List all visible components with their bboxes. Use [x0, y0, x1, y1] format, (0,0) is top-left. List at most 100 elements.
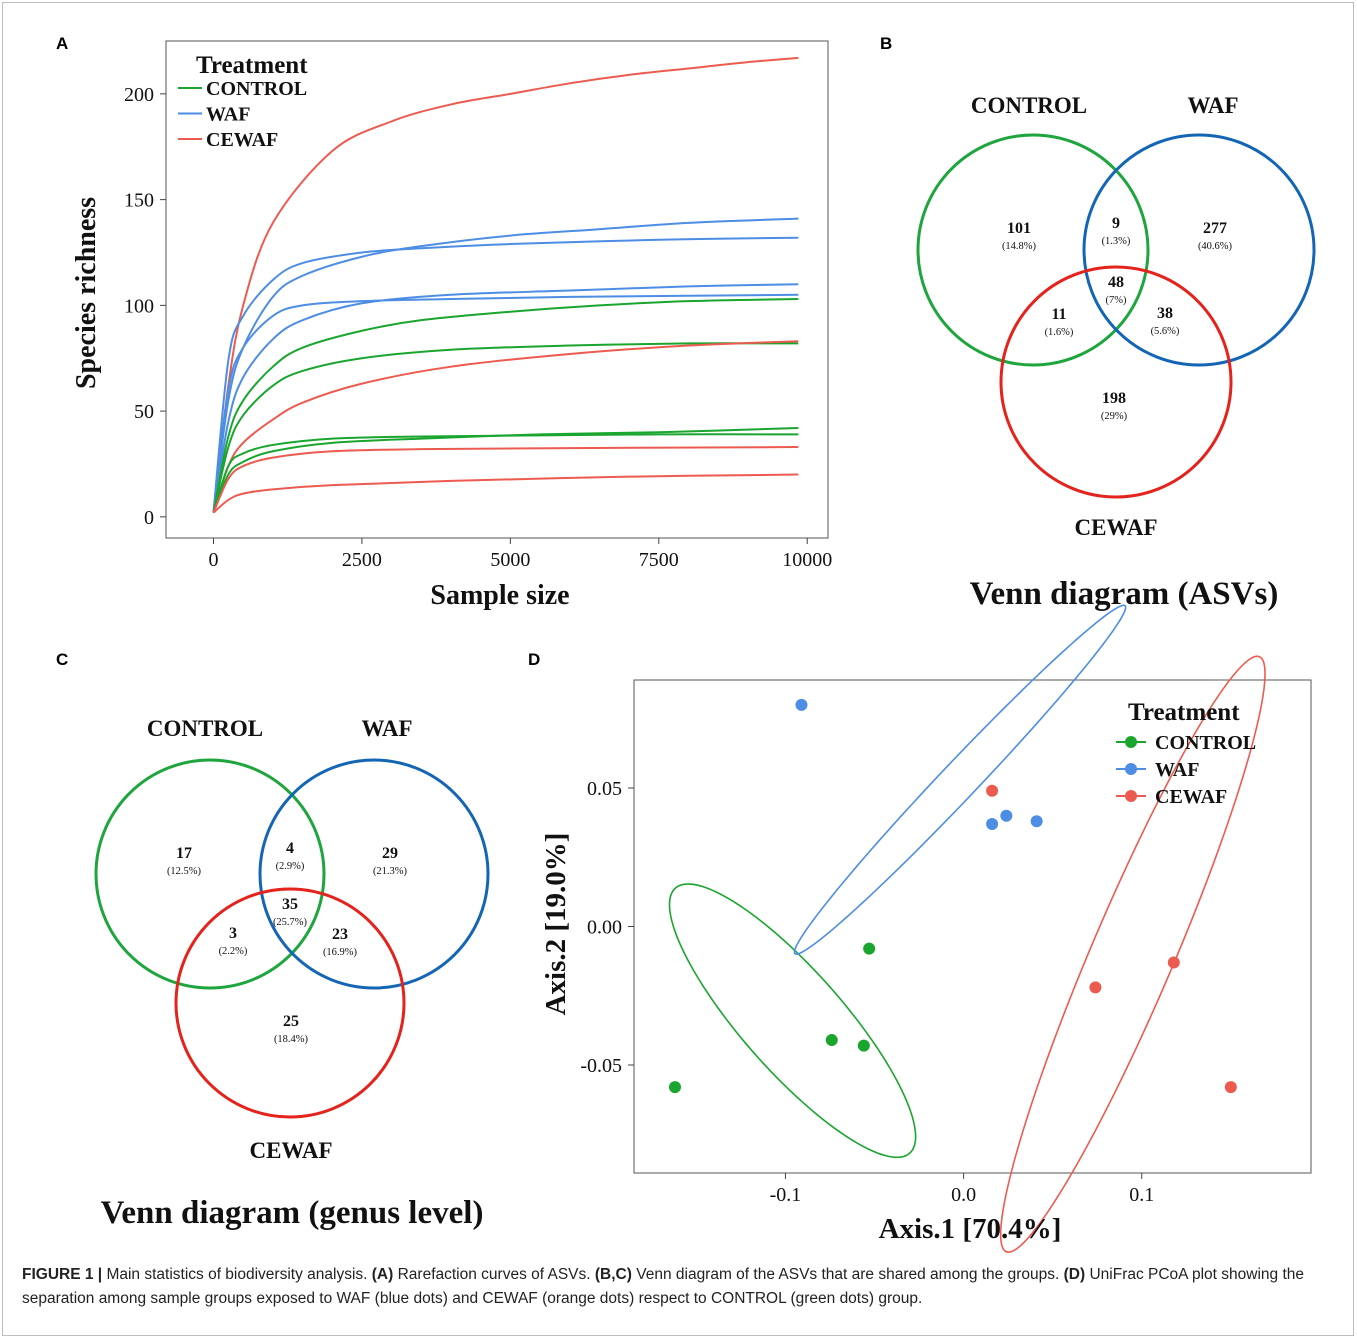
legend-label-waf: WAF [206, 104, 250, 126]
panel-letter-a: A [56, 34, 68, 53]
caption-text-1: Main statistics of biodiversity analysis… [106, 1266, 372, 1283]
pcoa-point-cewaf [1224, 1081, 1237, 1094]
rarefaction-legend-title: Treatment [196, 52, 308, 79]
rarefaction-curve-cewaf [212, 473, 799, 514]
venn-asvs-circle-cewaf [999, 265, 1233, 499]
pcoa-x-tick-label: -0.1 [770, 1184, 802, 1206]
pcoa-point-control [668, 1081, 681, 1094]
pcoa-point-cewaf [1089, 981, 1102, 994]
venn-asvs-count-waf-only: 277 [1203, 220, 1227, 237]
rarefaction-curve-control [212, 298, 799, 513]
legend-label-cewaf: CEWAF [206, 129, 278, 151]
rarefaction-curve-cewaf [212, 56, 799, 513]
rarefaction-chart: 0 2500 5000 7500 10000 0 50 100 150 200 Sample s… [71, 40, 832, 611]
pcoa-ellipse-control [668, 883, 917, 1159]
venn-asvs-pct-cewaf-only: (29%) [1101, 411, 1128, 422]
pcoa-points [668, 698, 1237, 1094]
pcoa-legend-label-cewaf: CEWAF [1155, 786, 1227, 808]
pcoa-legend-title: Treatment [1128, 699, 1240, 726]
caption-ref-bc: (B,C) [594, 1266, 632, 1283]
rarefaction-curve-control [212, 342, 799, 513]
venn-asvs-pct-waf-only: (40.6%) [1198, 241, 1233, 252]
venn-genus-label-cewaf: CEWAF [249, 1138, 332, 1163]
rarefaction-curves [212, 56, 799, 514]
caption-ref-a: (A) [371, 1266, 394, 1283]
pcoa-x-tick-label: 0.0 [951, 1184, 976, 1206]
venn-asvs-label-cewaf: CEWAF [1074, 515, 1157, 540]
rarefaction-plot-area [165, 40, 829, 539]
rarefaction-x-tick-label: 2500 [342, 549, 382, 571]
rarefaction-legend: Treatment CONTROL WAF CEWAF [178, 52, 308, 151]
pcoa-x-ticks: -0.1 0.0 0.1 [770, 1173, 1154, 1206]
venn-genus-circle-control [94, 758, 326, 990]
venn-genus-count-control-only: 17 [176, 845, 192, 862]
panel-letter-c: C [56, 650, 68, 669]
venn-asvs-label-control: CONTROL [971, 93, 1087, 118]
venn-genus-pct-waf-only: (21.3%) [373, 866, 408, 877]
venn-asvs-circle-control [916, 133, 1150, 367]
rarefaction-x-tick-label: 7500 [639, 549, 679, 571]
pcoa-legend: Treatment CONTROL WAF CEWAF [1116, 699, 1256, 808]
venn-genus-count-control-waf: 4 [286, 840, 294, 857]
pcoa-x-tick-label: 0.1 [1129, 1184, 1154, 1206]
pcoa-point-waf [795, 698, 808, 711]
rarefaction-y-tick-label: 100 [124, 295, 154, 317]
venn-asvs-label-waf: WAF [1187, 93, 1238, 118]
caption-ref-d: (D) [1063, 1266, 1086, 1283]
rarefaction-curve-waf [212, 236, 799, 513]
rarefaction-x-title: Sample size [430, 580, 569, 611]
venn-asvs: CONTROL WAF 101 (14.8%) 9 (1.3%) 277 (40.6%) 4… [916, 93, 1316, 612]
venn-asvs-count-control-waf: 9 [1112, 215, 1120, 232]
venn-genus-pct-control-waf: (2.9%) [276, 861, 305, 872]
pcoa-point-control [863, 942, 876, 955]
venn-genus-pct-all-three: (25.7%) [273, 917, 308, 928]
panel-letter-d: D [528, 650, 540, 669]
pcoa-point-control [825, 1034, 838, 1047]
venn-asvs-count-waf-cewaf: 38 [1157, 305, 1173, 322]
caption-text-4: UniFrac PCoA plot showing the separation… [22, 1266, 1304, 1307]
rarefaction-x-ticks: 0 2500 5000 7500 10000 [208, 538, 832, 571]
pcoa-plot-area [633, 679, 1312, 1174]
venn-asvs-pct-waf-cewaf: (5.6%) [1151, 326, 1180, 337]
venn-genus-circle-cewaf [174, 887, 406, 1119]
pcoa-point-control [857, 1039, 870, 1052]
venn-asvs-title: Venn diagram (ASVs) [970, 576, 1279, 612]
rarefaction-curve-waf [212, 217, 799, 513]
pcoa-point-cewaf [986, 784, 999, 797]
venn-genus-count-waf-cewaf: 23 [332, 926, 348, 943]
pcoa-ellipse-cewaf [999, 655, 1266, 1253]
venn-genus-regions: 17 (12.5%) 4 (2.9%) 29 (21.3%) 35 (25.7%) 3 (2.2%… [167, 840, 408, 1045]
venn-asvs-count-control-only: 101 [1007, 220, 1031, 237]
venn-genus-label-waf: WAF [361, 716, 412, 741]
rarefaction-curve-control [212, 427, 799, 513]
venn-asvs-pct-control-only: (14.8%) [1002, 241, 1037, 252]
rarefaction-curve-cewaf [212, 446, 799, 514]
rarefaction-curve-waf [212, 283, 799, 513]
pcoa-ellipses [668, 604, 1266, 1253]
rarefaction-y-tick-label: 50 [134, 401, 154, 423]
rarefaction-curve-control [212, 433, 799, 513]
pcoa-chart: -0.1 0.0 0.1 -0.050.000.05 Axis.1 [70.4%] … [540, 604, 1312, 1253]
venn-asvs-pct-control-waf: (1.3%) [1102, 236, 1131, 247]
pcoa-legend-dot-control [1125, 736, 1137, 748]
pcoa-legend-dot-cewaf [1125, 790, 1137, 802]
rarefaction-x-tick-label: 5000 [490, 549, 530, 571]
venn-asvs-count-control-cewaf: 11 [1051, 306, 1066, 323]
venn-asvs-circle-waf [1082, 133, 1316, 367]
pcoa-y-ticks: -0.05 0.00 0.05 [580, 778, 634, 1077]
venn-asvs-regions: 101 (14.8%) 9 (1.3%) 277 (40.6%) 48 (7%) 11 (1.6%… [1002, 215, 1233, 422]
venn-genus-title: Venn diagram (genus level) [101, 1195, 484, 1231]
pcoa-y-tick-label: -0.05 [580, 1055, 622, 1077]
pcoa-y-tick-label: 0.05 [587, 778, 622, 800]
pcoa-y-tick-label: 0.00 [587, 917, 622, 939]
venn-genus-pct-cewaf-only: (18.4%) [274, 1034, 309, 1045]
venn-asvs-pct-control-cewaf: (1.6%) [1045, 327, 1074, 338]
venn-asvs-count-cewaf-only: 198 [1102, 390, 1126, 407]
legend-label-control: CONTROL [206, 78, 307, 100]
rarefaction-y-tick-label: 150 [124, 190, 154, 212]
venn-genus-count-waf-only: 29 [382, 845, 398, 862]
venn-genus-count-control-cewaf: 3 [229, 925, 237, 942]
pcoa-point-waf [1000, 809, 1013, 822]
rarefaction-x-tick-label: 0 [208, 549, 218, 571]
